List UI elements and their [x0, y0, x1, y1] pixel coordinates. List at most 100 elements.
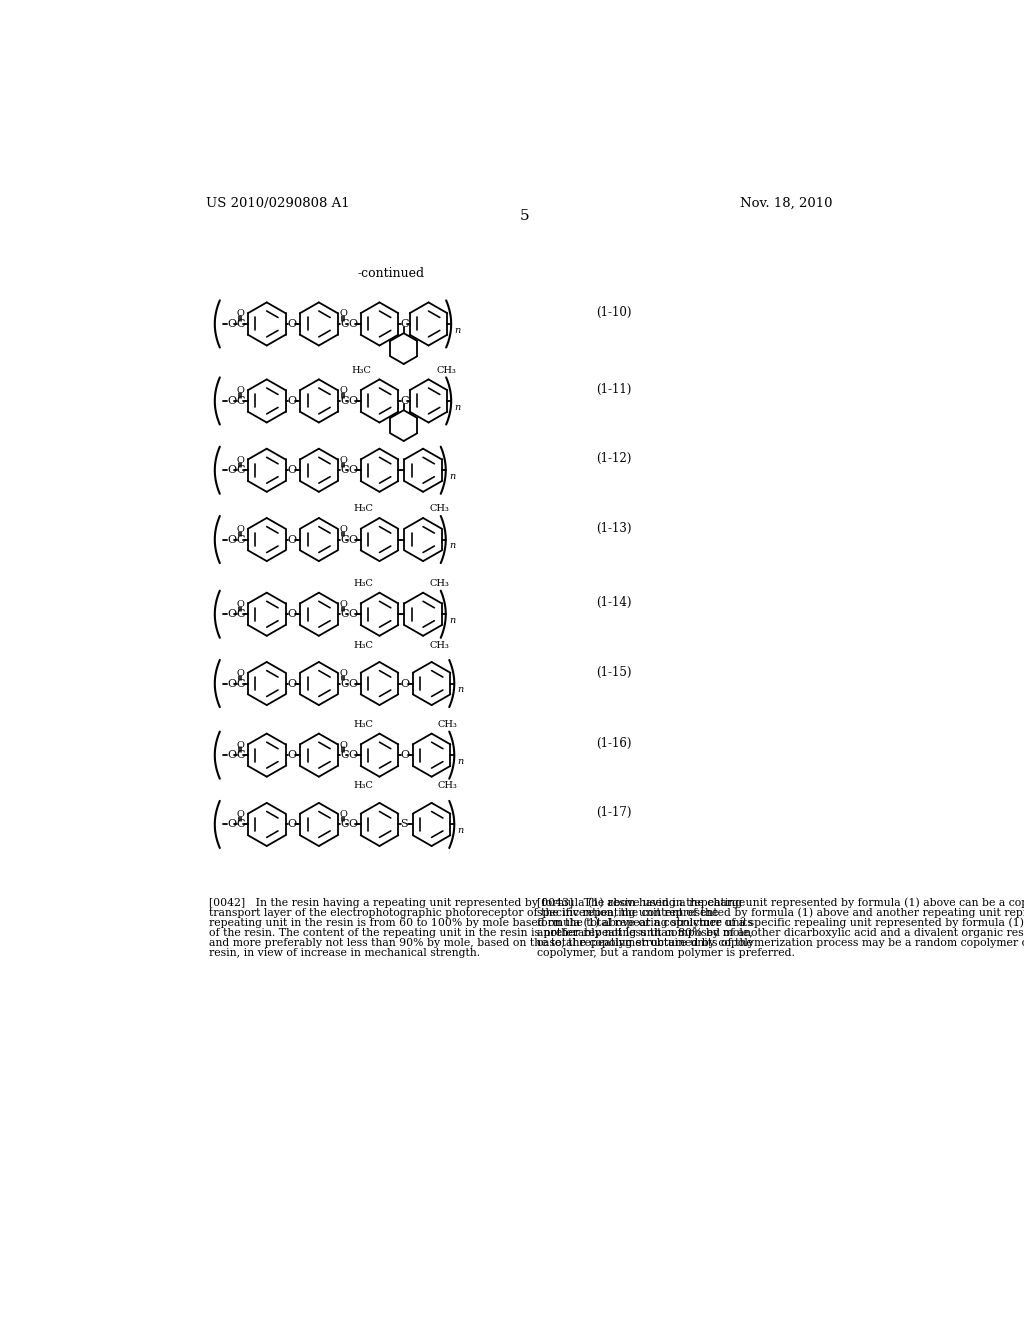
Text: C: C [340, 678, 348, 689]
Text: O: O [348, 465, 357, 475]
Text: n: n [449, 473, 455, 480]
Text: C: C [340, 319, 348, 329]
Text: C: C [400, 396, 410, 407]
Text: (1-12): (1-12) [596, 453, 632, 465]
Text: O: O [227, 820, 237, 829]
Text: O: O [227, 610, 237, 619]
Text: n: n [449, 616, 455, 624]
Text: and more preferably not less than 90% by mole, based on the total repeating stru: and more preferably not less than 90% by… [209, 937, 753, 948]
Text: C: C [237, 319, 245, 329]
Text: formula (1) above or a copolymer of a specific repealing unit represented by for: formula (1) above or a copolymer of a sp… [538, 917, 1024, 928]
Text: C: C [340, 820, 348, 829]
Text: CH₃: CH₃ [429, 640, 450, 649]
Text: C: C [237, 820, 245, 829]
Text: (1-11): (1-11) [596, 383, 632, 396]
Text: C: C [340, 465, 348, 475]
Text: C: C [237, 610, 245, 619]
Text: O: O [288, 678, 297, 689]
Text: [0043]   The resin having a repeating unit represented by formula (1) above can : [0043] The resin having a repeating unit… [538, 898, 1024, 908]
Text: O: O [288, 535, 297, 545]
Text: n: n [455, 326, 461, 334]
Text: H₃C: H₃C [353, 579, 374, 587]
Text: H₃C: H₃C [353, 504, 374, 513]
Text: (1-15): (1-15) [596, 665, 632, 678]
Text: copolymer, but a random polymer is preferred.: copolymer, but a random polymer is prefe… [538, 948, 795, 957]
Text: [0042]   In the resin having a repeating unit represented by formula (1) above u: [0042] In the resin having a repeating u… [209, 898, 745, 908]
Text: O: O [288, 820, 297, 829]
Text: CH₃: CH₃ [438, 719, 458, 729]
Text: H₃C: H₃C [353, 640, 374, 649]
Text: O: O [288, 610, 297, 619]
Text: O: O [340, 810, 348, 818]
Text: C: C [237, 535, 245, 545]
Text: (1-13): (1-13) [596, 521, 632, 535]
Text: O: O [348, 750, 357, 760]
Text: O: O [288, 465, 297, 475]
Text: O: O [340, 309, 348, 318]
Text: CH₃: CH₃ [429, 579, 450, 587]
Text: O: O [227, 396, 237, 407]
Text: C: C [237, 396, 245, 407]
Text: C: C [340, 750, 348, 760]
Text: CH₃: CH₃ [429, 504, 450, 513]
Text: another repeating unit composed of another dicarboxylic acid and a divalent orga: another repeating unit composed of anoth… [538, 928, 1024, 937]
Text: O: O [348, 396, 357, 407]
Text: n: n [458, 826, 464, 836]
Text: US 2010/0290808 A1: US 2010/0290808 A1 [206, 197, 349, 210]
Text: C: C [340, 535, 348, 545]
Text: H₃C: H₃C [352, 366, 372, 375]
Text: O: O [288, 750, 297, 760]
Text: Nov. 18, 2010: Nov. 18, 2010 [740, 197, 833, 210]
Text: O: O [237, 810, 245, 818]
Text: O: O [227, 465, 237, 475]
Text: O: O [340, 599, 348, 609]
Text: O: O [237, 669, 245, 678]
Text: specific repeating unit represented by formula (1) above and another repeating u: specific repeating unit represented by f… [538, 908, 1024, 919]
Text: resin, in view of increase in mechanical strength.: resin, in view of increase in mechanical… [209, 948, 480, 957]
Text: C: C [400, 319, 410, 329]
Text: O: O [237, 387, 245, 396]
Text: O: O [288, 396, 297, 407]
Text: O: O [340, 669, 348, 678]
Text: O: O [348, 610, 357, 619]
Text: (1-17): (1-17) [596, 807, 632, 820]
Text: (1-16): (1-16) [596, 737, 632, 750]
Text: C: C [340, 610, 348, 619]
Text: O: O [340, 455, 348, 465]
Text: n: n [449, 541, 455, 550]
Text: CH₃: CH₃ [438, 781, 458, 791]
Text: O: O [348, 678, 357, 689]
Text: O: O [288, 319, 297, 329]
Text: O: O [348, 319, 357, 329]
Text: O: O [400, 678, 410, 689]
Text: O: O [400, 750, 410, 760]
Text: O: O [348, 820, 357, 829]
Text: O: O [227, 319, 237, 329]
Text: C: C [237, 465, 245, 475]
Text: n: n [455, 403, 461, 412]
Text: O: O [340, 525, 348, 535]
Text: O: O [237, 525, 245, 535]
Text: O: O [237, 309, 245, 318]
Text: O: O [227, 678, 237, 689]
Text: H₃C: H₃C [353, 781, 374, 791]
Text: case, the copolymer obtained by copolymerization process may be a random copolym: case, the copolymer obtained by copolyme… [538, 937, 1024, 948]
Text: O: O [340, 741, 348, 750]
Text: O: O [227, 535, 237, 545]
Text: O: O [237, 741, 245, 750]
Text: O: O [227, 750, 237, 760]
Text: C: C [340, 396, 348, 407]
Text: C: C [237, 678, 245, 689]
Text: 5: 5 [520, 209, 529, 223]
Text: O: O [340, 387, 348, 396]
Text: n: n [458, 756, 464, 766]
Text: O: O [348, 535, 357, 545]
Text: O: O [237, 455, 245, 465]
Text: H₃C: H₃C [353, 719, 374, 729]
Text: of the resin. The content of the repeating unit in the resin is preferably not l: of the resin. The content of the repeati… [209, 928, 753, 937]
Text: repeating unit in the resin is from 60 to 100% by mole based on the total repeat: repeating unit in the resin is from 60 t… [209, 917, 753, 928]
Text: S: S [400, 820, 409, 829]
Text: (1-14): (1-14) [596, 597, 632, 610]
Text: transport layer of the electrophotographic photoreceptor of the invention, the c: transport layer of the electrophotograph… [209, 908, 719, 917]
Text: -continued: -continued [358, 268, 425, 280]
